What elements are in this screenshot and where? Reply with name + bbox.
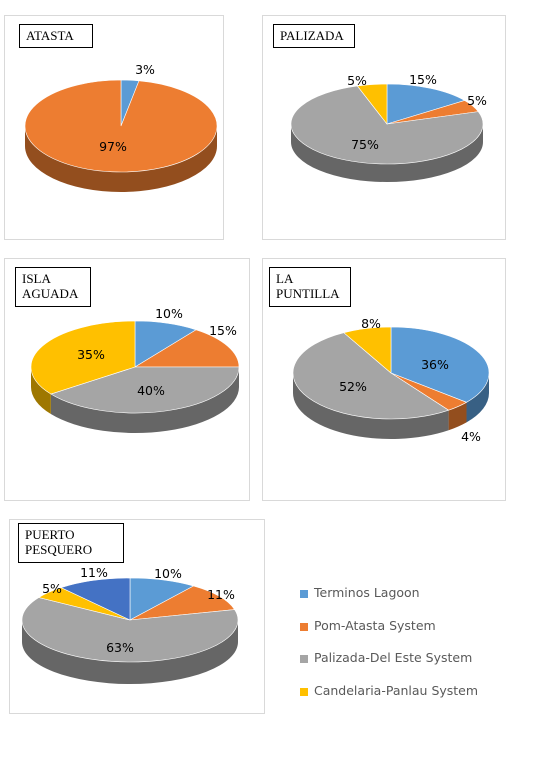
pie-svg: 36% 4% 52% 8% <box>292 316 490 444</box>
legend-label: Pom-Atasta System <box>314 617 436 633</box>
pie-sides <box>293 373 489 439</box>
data-label: 63% <box>106 640 134 655</box>
pie-svg: 3% 97% <box>24 62 218 192</box>
pie-svg: 10% 11% 63% 5% 11% <box>21 565 239 684</box>
pie-chart-isla-aguada: ISLA AGUADA 10% 15% 40% 35% <box>4 258 250 501</box>
pie-slice <box>292 332 450 420</box>
pie-svg: 10% 15% 40% 35% <box>30 306 240 433</box>
data-label: 11% <box>207 587 235 602</box>
chart-title: PALIZADA <box>273 24 355 48</box>
pie-sides <box>25 126 217 192</box>
pie-svg: 15% 5% 75% 5% <box>290 72 487 182</box>
data-label: 36% <box>421 357 449 372</box>
data-label: 10% <box>154 566 182 581</box>
chart-title: ISLA AGUADA <box>15 267 91 307</box>
data-label: 5% <box>347 73 367 88</box>
pie-side-wall <box>291 124 483 182</box>
pie-side-wall <box>293 373 449 439</box>
pie-side-wall <box>22 620 238 684</box>
pie-sides <box>22 620 238 684</box>
pie-slice <box>390 326 490 403</box>
chart-title: LA PUNTILLA <box>269 267 351 307</box>
data-label: 97% <box>99 139 127 154</box>
data-label: 10% <box>155 306 183 321</box>
legend-swatch <box>300 590 308 598</box>
pie-sides <box>291 124 483 182</box>
data-label: 3% <box>135 62 155 77</box>
chart-title: ATASTA <box>19 24 93 48</box>
data-label: 11% <box>80 565 108 580</box>
pie-slice <box>50 366 240 414</box>
data-label: 5% <box>467 93 487 108</box>
data-label: 8% <box>361 316 381 331</box>
data-label: 40% <box>137 383 165 398</box>
data-label: 15% <box>209 323 237 338</box>
pie-slice <box>24 79 218 173</box>
pie-sides <box>31 367 240 433</box>
legend-swatch <box>300 622 308 631</box>
data-label: 15% <box>409 72 437 87</box>
legend-swatch <box>300 655 308 663</box>
pie-slice <box>133 329 240 368</box>
legend-label: Palizada-Del Este System <box>314 650 473 665</box>
pie-side-wall <box>448 402 467 431</box>
data-label: 5% <box>42 581 62 596</box>
pie-side-wall <box>50 367 240 433</box>
pie-slice <box>343 326 392 374</box>
pie-chart-la-puntilla: LA PUNTILLA 36% 4% 52% 8% <box>262 258 506 501</box>
pie-slice <box>21 597 239 663</box>
chart-title: PUERTO PESQUERO <box>18 523 124 563</box>
data-label: 52% <box>339 379 367 394</box>
data-label: 4% <box>461 429 481 444</box>
pie-side-wall <box>31 367 51 415</box>
pie-chart-atasta: ATASTA 3% 97% <box>4 15 224 240</box>
pie-slice <box>30 320 136 395</box>
legend-label: Terminos Lagoon <box>314 585 420 600</box>
pie-slice <box>129 585 236 621</box>
pie-slice <box>356 83 388 125</box>
pie-chart-puerto-pesquero: PUERTO PESQUERO 10% 11% 63% 5% 11% <box>9 519 265 714</box>
pie-slice <box>290 85 484 165</box>
pie-slice <box>386 83 466 125</box>
legend-label: Candelaria-Panlau System <box>314 682 479 698</box>
data-label: 75% <box>351 137 379 152</box>
pie-side-wall <box>25 126 217 192</box>
legend-swatch <box>300 687 308 696</box>
pie-side-wall <box>466 373 489 423</box>
pie-slice <box>60 577 131 621</box>
pie-chart-palizada: PALIZADA 15% 5% 75% 5% <box>262 15 506 240</box>
data-label: 35% <box>77 347 105 362</box>
